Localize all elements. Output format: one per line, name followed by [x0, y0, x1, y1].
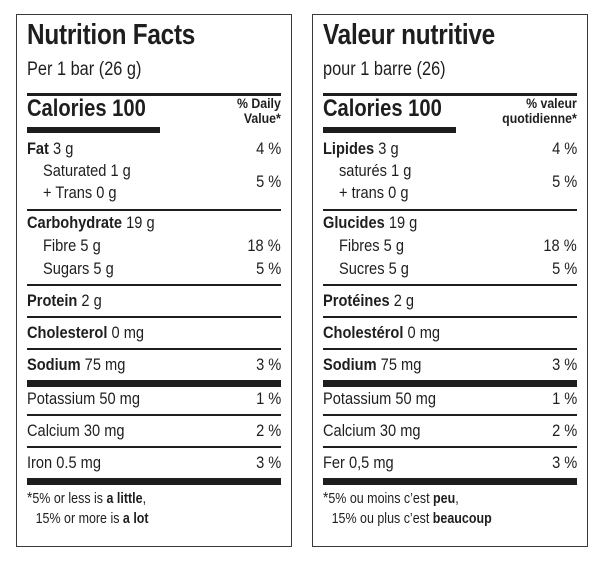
divider [323, 348, 577, 350]
daily-value-header: % valeur quotidienne* [502, 95, 577, 126]
divider [27, 209, 281, 211]
footnote: *5% ou moins c’est peu, 15% ou plus c’es… [323, 490, 492, 527]
divider [323, 284, 577, 286]
divider [27, 446, 281, 448]
divider [27, 316, 281, 318]
divider [323, 93, 577, 96]
serving-size: Per 1 bar (26 g) [27, 59, 142, 80]
divider-thick [27, 478, 281, 485]
nutrition-facts-panel-fr: Valeur nutritive pour 1 barre (26) Calor… [312, 14, 588, 547]
nutrition-facts-panel-en: Nutrition Facts Per 1 bar (26 g) Calorie… [16, 14, 292, 547]
divider [27, 284, 281, 286]
footnote: *5% or less is a little, 15% or more is … [27, 490, 149, 527]
divider-thick [323, 478, 577, 485]
divider [323, 446, 577, 448]
divider [27, 348, 281, 350]
panel-title: Valeur nutritive [323, 19, 495, 51]
calories: Calories 100 [27, 95, 146, 122]
divider [323, 414, 577, 416]
serving-size: pour 1 barre (26) [323, 59, 446, 80]
calories: Calories 100 [323, 95, 442, 122]
divider-thick [27, 380, 281, 387]
divider [27, 93, 281, 96]
calories-bar [323, 127, 456, 133]
calories-bar [27, 127, 160, 133]
divider [323, 209, 577, 211]
divider [27, 414, 281, 416]
divider-thick [323, 380, 577, 387]
daily-value-header: % Daily Value* [237, 95, 281, 126]
divider [323, 316, 577, 318]
panel-title: Nutrition Facts [27, 19, 196, 51]
